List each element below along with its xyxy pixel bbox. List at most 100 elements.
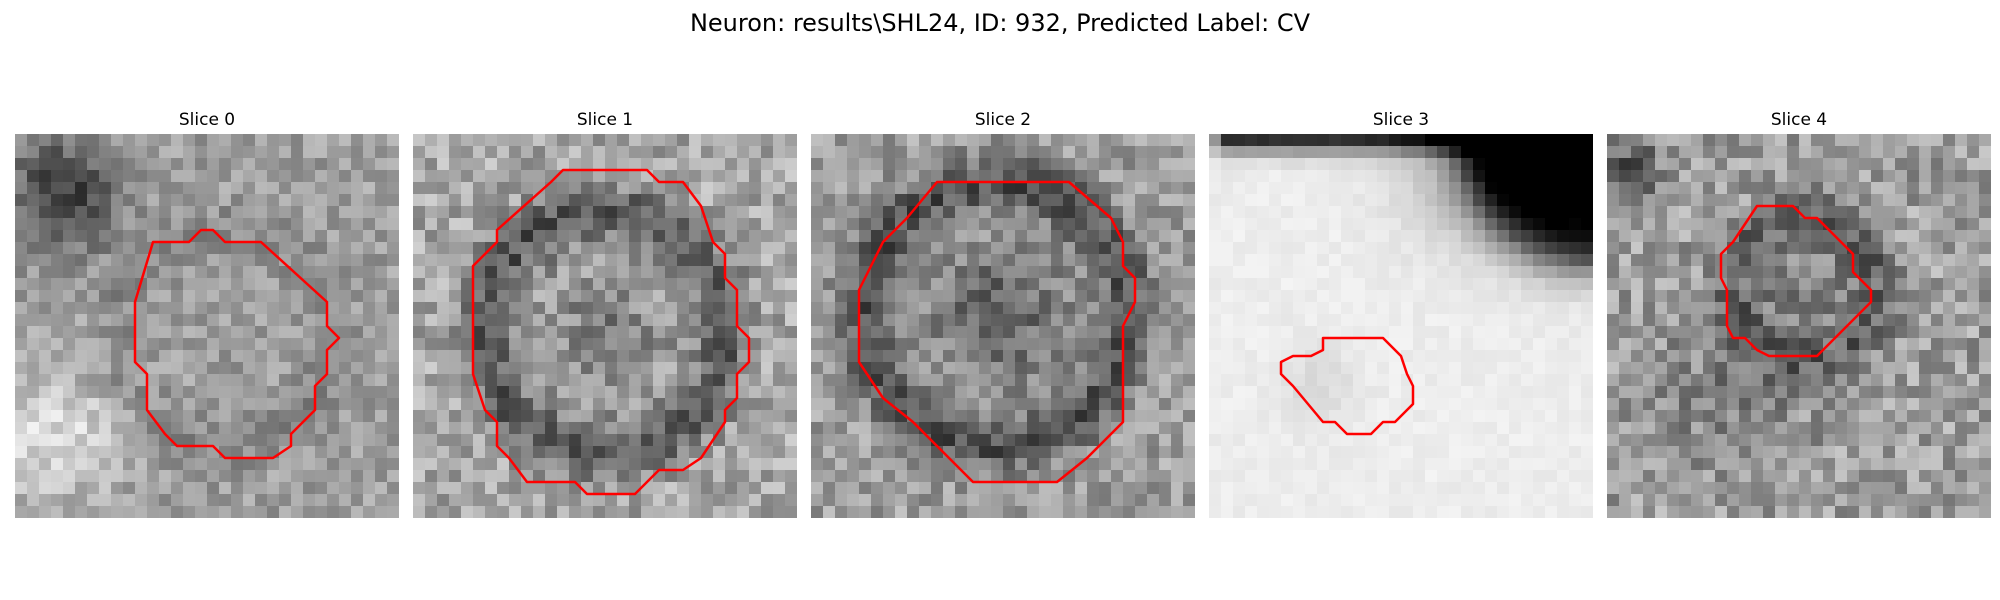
pixel xyxy=(701,290,714,303)
pixel xyxy=(1763,374,1776,387)
pixel xyxy=(1075,134,1088,147)
pixel xyxy=(1221,506,1234,518)
pixel xyxy=(1739,386,1752,399)
pixel xyxy=(1099,506,1112,518)
pixel xyxy=(473,146,486,159)
pixel xyxy=(171,350,184,363)
pixel xyxy=(593,146,606,159)
pixel xyxy=(533,266,546,279)
pixel xyxy=(1329,434,1342,447)
pixel xyxy=(437,182,450,195)
pixel xyxy=(1437,470,1450,483)
pixel xyxy=(557,446,570,459)
pixel xyxy=(1835,134,1848,147)
pixel xyxy=(1233,146,1246,159)
pixel xyxy=(701,482,714,495)
pixel xyxy=(195,242,208,255)
pixel xyxy=(1461,386,1474,399)
pixel xyxy=(581,290,594,303)
pixel xyxy=(1099,446,1112,459)
pixel xyxy=(159,218,172,231)
pixel xyxy=(1269,182,1282,195)
pixel xyxy=(1087,314,1100,327)
pixel xyxy=(1233,254,1246,267)
pixel xyxy=(1485,422,1498,435)
pixel xyxy=(1389,290,1402,303)
pixel xyxy=(991,242,1004,255)
pixel xyxy=(557,314,570,327)
pixel xyxy=(1027,254,1040,267)
pixel xyxy=(1039,362,1052,375)
pixel xyxy=(1281,302,1294,315)
pixel xyxy=(87,374,100,387)
pixel xyxy=(123,254,136,267)
pixel xyxy=(1365,386,1378,399)
pixel xyxy=(1931,446,1944,459)
pixel xyxy=(617,410,630,423)
pixel xyxy=(1063,458,1076,471)
pixel xyxy=(1269,314,1282,327)
pixel xyxy=(1883,374,1896,387)
pixel xyxy=(1557,182,1570,195)
pixel xyxy=(545,458,558,471)
pixel xyxy=(27,434,40,447)
pixel xyxy=(883,458,896,471)
pixel xyxy=(689,422,702,435)
pixel xyxy=(1437,422,1450,435)
pixel xyxy=(1569,170,1582,183)
pixel xyxy=(171,230,184,243)
pixel xyxy=(919,386,932,399)
pixel xyxy=(1545,482,1558,495)
pixel xyxy=(713,374,726,387)
pixel xyxy=(979,218,992,231)
pixel xyxy=(219,194,232,207)
pixel xyxy=(243,350,256,363)
pixel xyxy=(1509,362,1522,375)
pixel xyxy=(1075,422,1088,435)
pixel xyxy=(1269,410,1282,423)
pixel xyxy=(87,470,100,483)
pixel xyxy=(1147,194,1160,207)
pixel xyxy=(413,218,426,231)
pixel xyxy=(339,314,352,327)
pixel xyxy=(51,434,64,447)
pixel xyxy=(1919,398,1932,411)
pixel xyxy=(1931,326,1944,339)
pixel xyxy=(1631,446,1644,459)
pixel xyxy=(1257,194,1270,207)
pixel xyxy=(773,326,786,339)
pixel xyxy=(111,134,124,147)
pixel xyxy=(1099,158,1112,171)
pixel xyxy=(533,506,546,518)
pixel xyxy=(267,410,280,423)
pixel xyxy=(159,338,172,351)
pixel xyxy=(955,386,968,399)
pixel xyxy=(1425,386,1438,399)
pixel xyxy=(159,410,172,423)
pixel xyxy=(859,230,872,243)
pixel xyxy=(75,446,88,459)
pixel xyxy=(99,446,112,459)
pixel xyxy=(51,170,64,183)
pixel xyxy=(847,410,860,423)
pixel xyxy=(1521,134,1534,147)
pixel xyxy=(1485,170,1498,183)
pixel xyxy=(1715,446,1728,459)
pixel xyxy=(749,170,762,183)
pixel xyxy=(1619,158,1632,171)
pixel xyxy=(1859,290,1872,303)
pixel xyxy=(1389,302,1402,315)
pixel xyxy=(255,494,268,507)
pixel xyxy=(1111,494,1124,507)
pixel xyxy=(557,278,570,291)
pixel xyxy=(701,326,714,339)
pixel xyxy=(1667,350,1680,363)
pixel xyxy=(99,182,112,195)
pixel xyxy=(677,338,690,351)
pixel xyxy=(1569,506,1582,518)
pixel xyxy=(1365,350,1378,363)
pixel xyxy=(1497,434,1510,447)
pixel xyxy=(1763,302,1776,315)
pixel xyxy=(545,230,558,243)
pixel xyxy=(907,158,920,171)
